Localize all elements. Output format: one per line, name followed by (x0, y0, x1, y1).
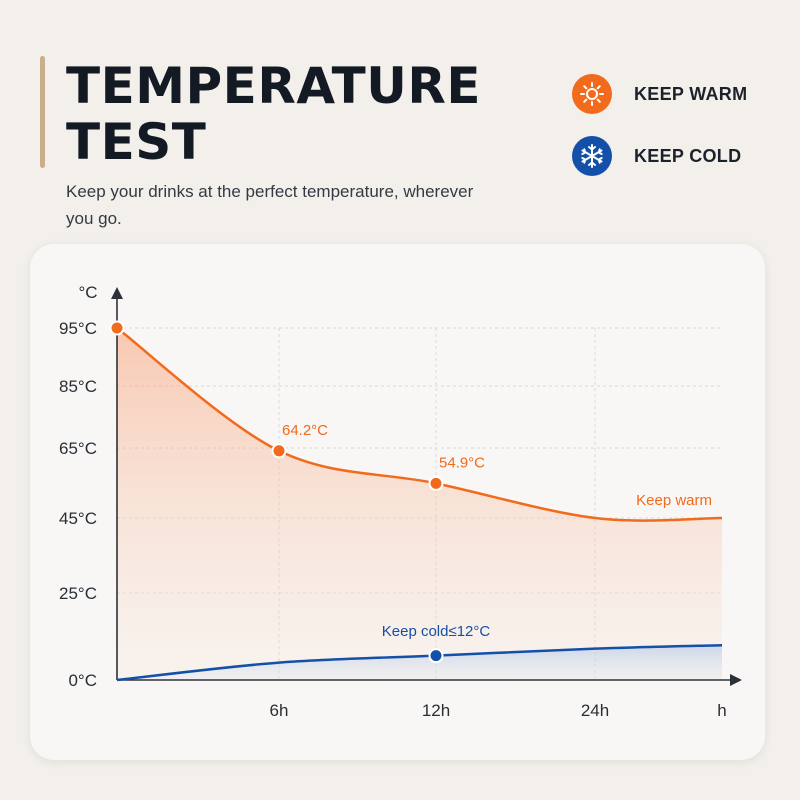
y-tick-label: 0°C (68, 671, 97, 690)
data-point-keep-warm (428, 475, 444, 491)
page-title: TEMPERATURE TEST (66, 58, 481, 170)
y-tick-label: 65°C (59, 439, 97, 458)
x-axis-label: h (717, 701, 726, 720)
x-tick-label: 12h (422, 701, 450, 720)
area-fill-keep-cold (117, 645, 722, 680)
data-point-keep-warm (109, 320, 125, 336)
y-tick-label: 85°C (59, 377, 97, 396)
title-line-1: TEMPERATURE (66, 57, 481, 115)
series-label-keep-cold: Keep cold≤12°C (382, 623, 491, 640)
snowflake-icon (572, 136, 612, 176)
x-tick-label: 24h (581, 701, 609, 720)
legend-item-keep-cold: KEEP COLD (572, 136, 747, 176)
legend-label-keep-warm: KEEP WARM (634, 83, 748, 104)
y-axis-label: °C (78, 283, 97, 302)
y-tick-label: 25°C (59, 584, 97, 603)
data-label-keep-warm: 54.9°C (439, 454, 485, 471)
x-tick-label: 6h (270, 701, 289, 720)
data-point-keep-cold (428, 648, 444, 664)
data-point-keep-warm (271, 443, 287, 459)
area-fill-keep-warm (117, 328, 722, 680)
legend-label-keep-cold: KEEP COLD (634, 145, 742, 166)
sun-icon (572, 74, 612, 114)
title-accent-bar (40, 56, 45, 168)
legend: KEEP WARM KEEP COLD (572, 74, 747, 198)
y-axis-arrow (111, 287, 123, 299)
y-tick-label: 95°C (59, 319, 97, 338)
x-axis-arrow (730, 674, 742, 686)
series-label-keep-warm: Keep warm (636, 492, 712, 509)
legend-item-keep-warm: KEEP WARM (572, 74, 747, 114)
y-tick-label: 45°C (59, 509, 97, 528)
data-label-keep-warm: 64.2°C (282, 422, 328, 439)
title-line-2: TEST (66, 113, 207, 171)
page-subtitle: Keep your drinks at the perfect temperat… (66, 182, 474, 228)
